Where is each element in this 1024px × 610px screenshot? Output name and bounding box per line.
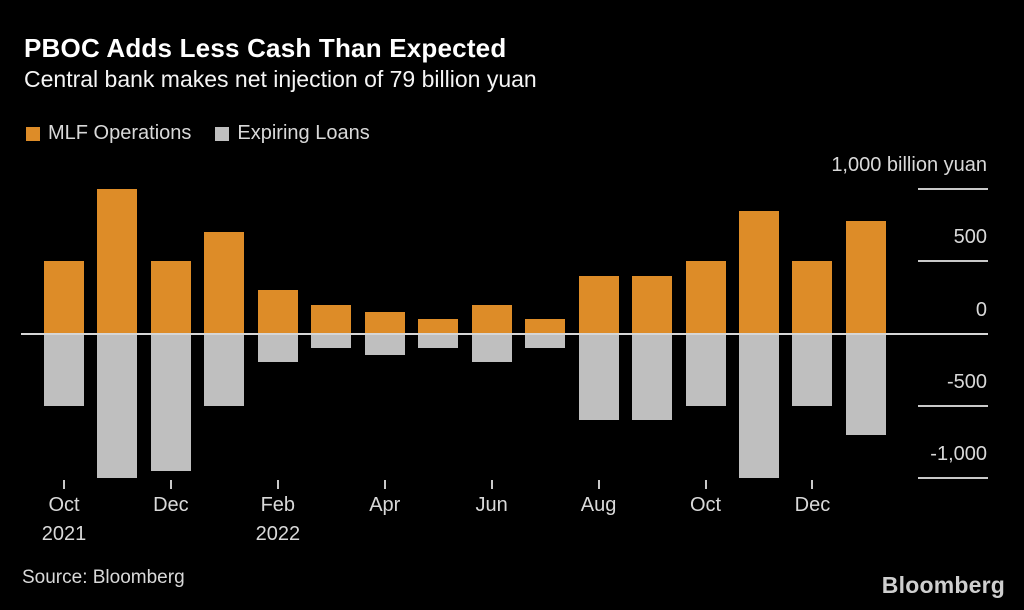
y-gridline-1000: [918, 187, 988, 190]
legend: MLF Operations Expiring Loans: [26, 122, 370, 145]
x-tick-dec: [811, 480, 814, 489]
x-tick-label-oct: Oct: [48, 494, 80, 516]
expiring-bar-may-2022: [418, 333, 459, 348]
mlf-bar-oct-2021: [44, 261, 84, 334]
mlf-bar-nov-2022: [738, 210, 779, 334]
x-tick-jun: [490, 480, 493, 489]
source-note: Source: Bloomberg: [22, 567, 185, 588]
legend-item-mlf-operations: MLF Operations: [26, 122, 191, 145]
expiring-bar-jun-2022: [471, 333, 512, 363]
x-tick-label-aug: Aug: [580, 494, 617, 516]
x-tick-label-dec: Dec: [794, 494, 831, 516]
zero-baseline: [21, 332, 988, 335]
x-tick-dec: [169, 480, 172, 489]
x-tick-label-dec: Dec: [153, 494, 189, 516]
expiring-bar-jan-2023: [845, 333, 886, 435]
expiring-bar-aug-2022: [578, 333, 619, 421]
mlf-bar-dec-2022: [792, 261, 833, 334]
legend-label-expiring: Expiring Loans: [237, 122, 370, 144]
expiring-bar-dec-2021: [150, 333, 191, 471]
expiring-bar-jan-2022: [204, 333, 245, 406]
mlf-bar-aug-2022: [578, 275, 619, 334]
legend-label-mlf: MLF Operations: [48, 122, 192, 144]
mlf-bar-jun-2022: [471, 304, 512, 334]
expiring-bar-feb-2022: [257, 333, 298, 363]
legend-item-expiring-loans: Expiring Loans: [215, 122, 370, 145]
y-tick-label--1000: -1,000: [930, 443, 987, 466]
y-tick-label-0: 0: [975, 298, 987, 321]
mlf-bar-may-2022: [418, 319, 459, 334]
expiring-bar-apr-2022: [364, 333, 405, 356]
expiring-bar-dec-2022: [792, 333, 833, 406]
expiring-bar-jul-2022: [525, 333, 566, 348]
mlf-swatch-icon: [26, 126, 40, 141]
y-gridline--500: [918, 404, 988, 407]
mlf-bar-apr-2022: [364, 311, 405, 334]
y-gridline--1000: [918, 477, 988, 480]
expiring-bar-oct-2021: [44, 333, 84, 406]
expiring-bar-nov-2022: [738, 333, 779, 479]
chart-subtitle: Central bank makes net injection of 79 b…: [24, 66, 537, 92]
y-tick-label-1000: 1,000 billion yuan: [831, 153, 987, 176]
mlf-bar-feb-2022: [257, 290, 298, 334]
bloomberg-logo: Bloomberg: [881, 572, 1005, 598]
mlf-bar-mar-2022: [311, 304, 352, 334]
expiring-bar-nov-2021: [97, 333, 138, 479]
x-tick-year-2022: 2022: [255, 523, 301, 545]
x-tick-feb-2022: [276, 480, 279, 489]
x-tick-apr: [383, 480, 386, 489]
y-tick-label-500: 500: [953, 226, 987, 249]
mlf-bar-jul-2022: [525, 319, 566, 334]
x-tick-label-apr: Apr: [369, 494, 401, 516]
x-tick-oct: [704, 480, 707, 489]
x-tick-aug: [597, 480, 600, 489]
x-tick-year-2021: 2021: [41, 523, 87, 545]
expiring-bar-oct-2022: [685, 333, 726, 406]
expiring-swatch-icon: [215, 126, 230, 141]
mlf-bar-sep-2022: [632, 275, 673, 334]
y-tick-label--500: -500: [946, 370, 987, 393]
x-tick-label-jun: Jun: [475, 494, 508, 516]
mlf-bar-oct-2022: [685, 261, 726, 334]
x-tick-label-feb: Feb: [260, 494, 296, 516]
x-tick-label-oct: Oct: [689, 494, 722, 516]
mlf-bar-dec-2021: [150, 261, 191, 334]
mlf-bar-jan-2023: [845, 220, 886, 334]
x-tick-oct-2021: [63, 480, 65, 489]
expiring-bar-mar-2022: [311, 333, 352, 348]
mlf-bar-jan-2022: [204, 232, 245, 334]
expiring-bar-sep-2022: [632, 333, 673, 421]
page-title: PBOC Adds Less Cash Than Expected: [24, 33, 507, 63]
mlf-bar-nov-2021: [97, 188, 138, 334]
y-gridline-500: [918, 260, 988, 263]
